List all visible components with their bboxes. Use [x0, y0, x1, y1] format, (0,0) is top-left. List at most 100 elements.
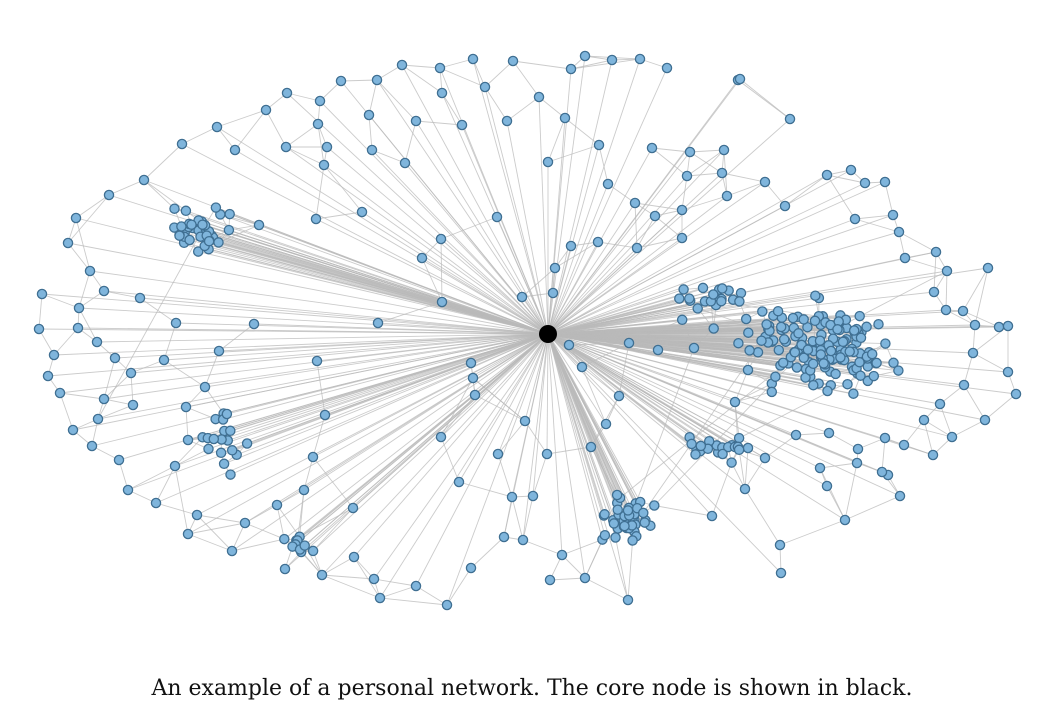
network-edge [484, 60, 514, 88]
network-edge [826, 174, 856, 220]
network-edge [903, 419, 925, 446]
network-edge [41, 293, 80, 309]
network-edge [547, 333, 607, 425]
network-edge [218, 333, 549, 352]
network-edge [440, 216, 498, 240]
network-node [639, 517, 650, 528]
network-node [180, 401, 192, 413]
network-node [54, 387, 66, 399]
network-node [225, 469, 236, 480]
network-edge [415, 585, 448, 606]
network-edge [538, 96, 566, 119]
network-node [579, 572, 591, 584]
network-node [585, 441, 597, 453]
network-node [807, 358, 819, 370]
network-edge [547, 144, 600, 163]
network-node [602, 178, 614, 190]
network-edge [234, 149, 549, 335]
network-node [453, 476, 465, 488]
network-node [855, 332, 867, 344]
network-edge [532, 333, 549, 497]
network-edge [440, 238, 549, 335]
network-edge [547, 333, 806, 379]
network-node [176, 138, 188, 150]
network-node [871, 357, 882, 369]
network-edge [97, 333, 549, 420]
network-node [934, 398, 946, 410]
network-node [507, 55, 519, 67]
network-node [469, 389, 481, 401]
network-node [125, 367, 137, 379]
network-edge [538, 96, 549, 335]
network-node [213, 237, 224, 248]
network-edge [377, 301, 443, 324]
network-node [802, 344, 814, 355]
network-edge [547, 174, 828, 335]
network-node [779, 200, 791, 212]
network-edge [726, 181, 766, 197]
network-node [221, 408, 233, 420]
network-node [271, 499, 283, 511]
network-edge [340, 79, 378, 82]
network-node [456, 119, 468, 131]
network-edge [963, 384, 986, 421]
network-node [773, 344, 785, 356]
network-node [122, 484, 134, 496]
network-edge [130, 372, 134, 406]
network-edge [881, 437, 886, 473]
network-edge [547, 149, 725, 335]
network-node [314, 95, 326, 107]
network-edge [284, 333, 549, 540]
network-node [311, 355, 323, 367]
network-node [592, 236, 604, 248]
network-edge [598, 144, 609, 185]
network-edge [174, 465, 189, 535]
network-edge [547, 333, 729, 448]
network-node [649, 500, 660, 511]
network-node [676, 232, 688, 244]
network-edge [292, 333, 549, 547]
network-node [203, 443, 214, 455]
network-edge [316, 333, 549, 362]
network-edge [547, 333, 905, 446]
network-edge [570, 58, 641, 70]
network-node [735, 287, 747, 299]
network-edge [522, 539, 563, 556]
network-edge [299, 507, 354, 538]
network-node [946, 431, 958, 443]
network-edge [231, 538, 285, 552]
network-edge [53, 333, 549, 356]
network-node [223, 224, 235, 236]
network-edge [202, 224, 549, 335]
network-edge [163, 322, 177, 361]
network-node [321, 141, 333, 153]
network-edge [547, 175, 688, 335]
network-node [619, 520, 630, 532]
network-node [366, 144, 378, 156]
network-edge [554, 241, 599, 269]
network-edge [570, 59, 613, 70]
network-node [744, 345, 755, 356]
network-node [72, 322, 84, 334]
network-edge [547, 237, 683, 335]
network-node [784, 113, 796, 125]
network-edge [198, 251, 549, 335]
network-node [676, 204, 688, 216]
network-node [876, 466, 888, 478]
network-edge [923, 419, 934, 456]
network-edge [458, 333, 549, 483]
network-node [686, 438, 697, 450]
network-edge [939, 403, 953, 438]
network-node [752, 347, 764, 358]
network-edge [440, 394, 476, 438]
network-edge [945, 270, 948, 311]
network-edge [738, 449, 746, 490]
network-edge [547, 267, 989, 335]
network-edge [185, 406, 189, 441]
network-edge [321, 333, 549, 576]
network-edge [547, 319, 683, 335]
network-node [690, 449, 701, 460]
network-node [465, 562, 477, 574]
network-edge [316, 360, 326, 416]
network-edge [590, 446, 618, 496]
